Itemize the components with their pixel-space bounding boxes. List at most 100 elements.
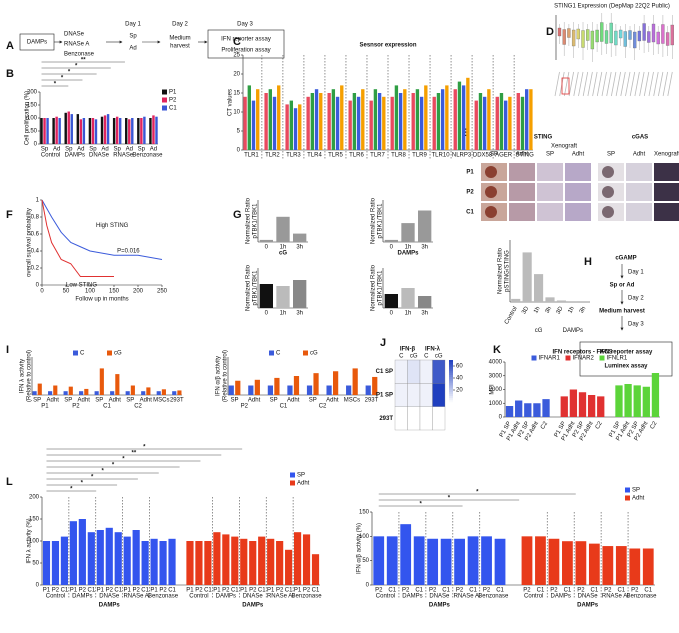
bar <box>306 385 313 395</box>
legend-swatch <box>107 350 112 356</box>
y-tick-label: 50 <box>32 561 39 567</box>
y-tick-label: 0.8 <box>31 215 40 221</box>
significance-label: * <box>91 475 94 481</box>
box-shape <box>609 22 613 44</box>
bar <box>251 100 256 150</box>
bar <box>293 233 307 242</box>
x-axis-label: DAMPs <box>429 603 451 609</box>
x-tick-label: 0 <box>390 245 394 251</box>
label: IFN reporter assay <box>600 350 653 356</box>
bar <box>377 93 382 150</box>
bar <box>247 85 251 150</box>
group-label: RNASe <box>113 153 134 159</box>
y-axis-label: Normalized Ratio <box>246 264 252 311</box>
heat-cell <box>394 406 408 431</box>
bar <box>149 118 152 144</box>
bar <box>240 538 248 585</box>
legend-label: P2 <box>169 98 177 104</box>
x-tick-label: P2 <box>52 588 60 594</box>
bar <box>152 115 155 144</box>
bar <box>624 384 632 417</box>
x-tick-label: 1h <box>405 311 412 317</box>
x-tick-label: C1 <box>388 588 396 594</box>
heat-cell <box>419 359 433 384</box>
box-shape <box>647 31 651 43</box>
bar <box>64 112 67 144</box>
bar <box>94 391 99 395</box>
significance-label: * <box>448 496 451 502</box>
colorbar-step <box>449 374 453 378</box>
bar <box>293 108 298 150</box>
x-tick-label: C1 <box>61 588 69 594</box>
colorbar-step <box>449 372 453 375</box>
heat-cell <box>394 359 408 384</box>
bar <box>642 386 650 417</box>
x-tick-label: 150 <box>109 289 120 295</box>
bar <box>94 119 98 144</box>
x-tick-label: C1 <box>591 588 599 594</box>
bar <box>522 252 532 302</box>
bar <box>487 89 491 150</box>
label: P2 <box>466 190 474 196</box>
box-shape <box>581 30 585 48</box>
bar <box>277 85 281 150</box>
label: P1 <box>466 170 474 176</box>
x-tick-label: P2 <box>303 588 311 594</box>
bar <box>545 297 555 302</box>
x-tick-label: 0 <box>265 245 269 251</box>
colorbar-step <box>449 360 453 363</box>
series-label: Low STING <box>66 283 97 289</box>
bar <box>137 118 140 144</box>
x-tick-label: C1 <box>141 588 149 594</box>
colorbar-step <box>449 378 453 382</box>
x-tick-label: 293T <box>170 398 184 404</box>
legend-swatch <box>73 350 78 356</box>
bar <box>58 118 61 144</box>
x-axis-label: cG <box>279 251 287 257</box>
bar <box>155 116 158 144</box>
bar <box>401 288 415 308</box>
x-tick-label: 250 <box>157 289 168 295</box>
label: Day 1 <box>125 22 141 28</box>
colorbar-step <box>449 391 453 394</box>
significance-label: ** <box>81 58 86 64</box>
y-tick-label: 150 <box>29 517 40 523</box>
x-tick-label: 1h <box>567 306 576 315</box>
label-stub <box>643 71 650 97</box>
tissue-image <box>654 183 679 201</box>
box-shape <box>623 31 627 47</box>
x-tick-label: Adht <box>287 398 300 404</box>
bar <box>141 391 146 395</box>
row-label: C1 SP <box>376 369 393 375</box>
legend-label: SP <box>297 473 305 479</box>
significance-label: * <box>419 502 422 508</box>
bar <box>293 280 307 308</box>
tissue-image <box>654 203 679 221</box>
significance-label: * <box>101 469 104 475</box>
bar <box>390 96 394 150</box>
group-label: Benzonase <box>132 153 163 159</box>
heat-cell <box>407 359 421 384</box>
column-label: C <box>424 354 429 360</box>
legend-label: Adht <box>632 496 645 502</box>
bar <box>76 114 80 144</box>
bar <box>578 392 587 417</box>
bar <box>115 116 119 144</box>
bar <box>40 118 43 144</box>
group-label: DAMPs <box>72 594 92 600</box>
label: Sp <box>129 34 137 40</box>
significance-label: ** <box>132 451 137 457</box>
group-label: DAMPs <box>216 594 236 600</box>
panel-letter: D <box>546 26 554 38</box>
x-axis-label: DAMPs <box>397 251 419 257</box>
bar <box>401 223 415 242</box>
x-tick-label: SP <box>126 398 134 404</box>
box-shape <box>567 28 571 38</box>
tissue <box>602 206 614 218</box>
x-tick-label: 1h <box>280 245 287 251</box>
x-axis-label: DAMPs <box>577 603 599 609</box>
bar <box>445 85 449 150</box>
bar <box>105 527 113 585</box>
box-shape <box>604 30 609 44</box>
label-stub <box>629 71 636 97</box>
